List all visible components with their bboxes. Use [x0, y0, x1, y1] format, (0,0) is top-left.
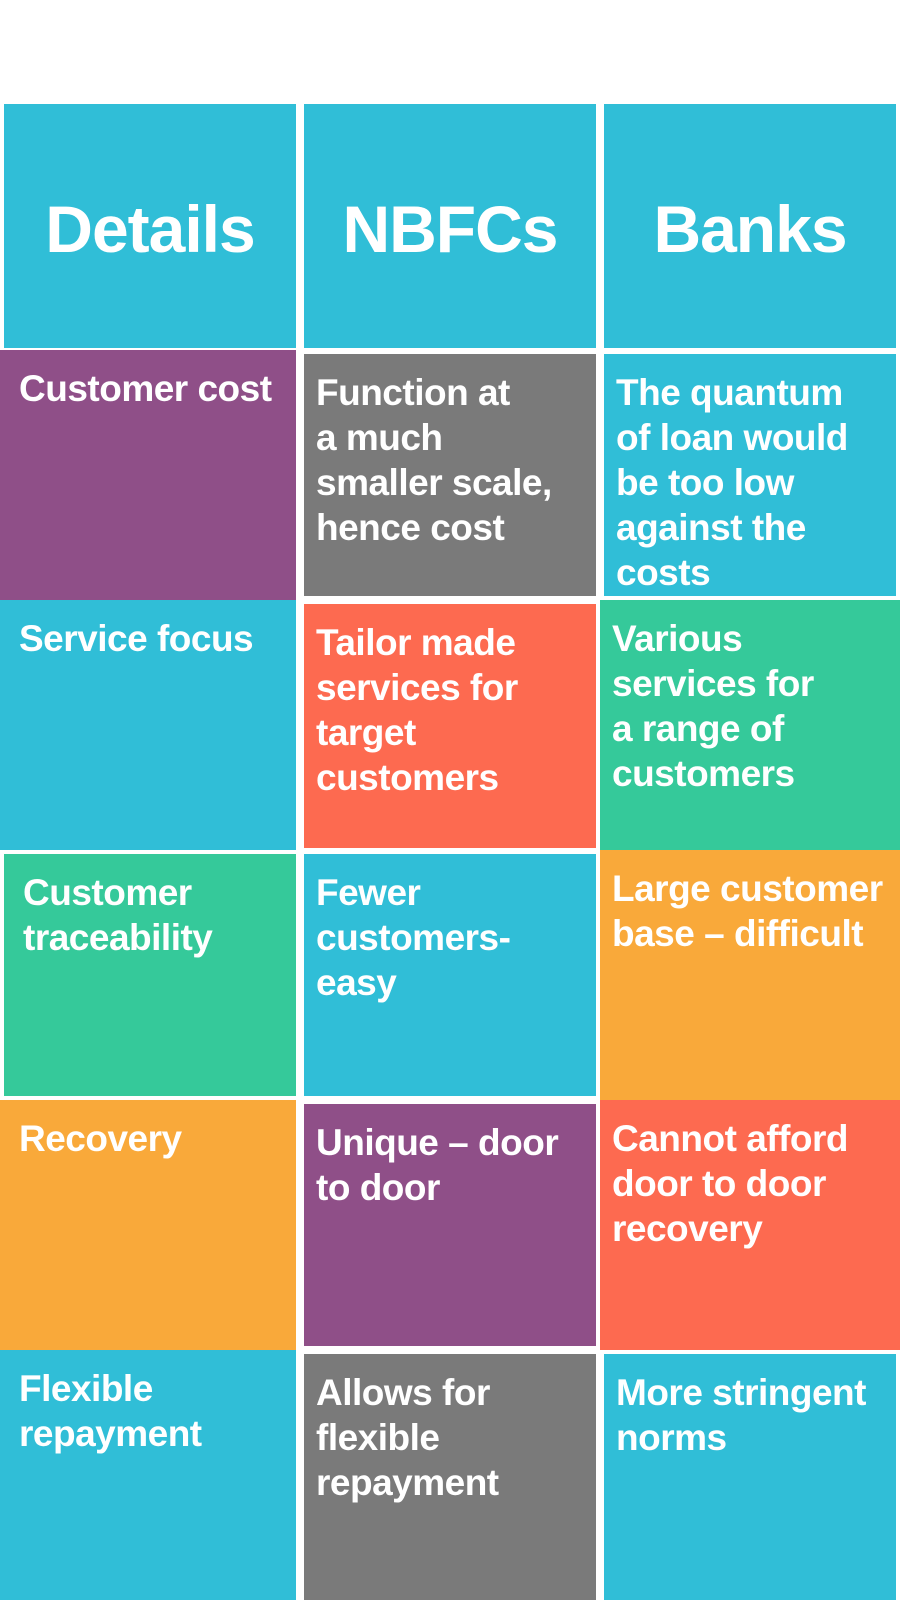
row-flexible-repayment-nbfc: Allows for flexible repayment: [304, 1354, 596, 1600]
row-customer-cost-bank: The quantum of loan would be too low aga…: [604, 354, 896, 596]
row-recovery-detail: Recovery: [0, 1100, 296, 1350]
row-flexible-repayment-detail: Flexible repayment: [0, 1350, 296, 1600]
row-service-focus-detail: Service focus: [0, 600, 296, 850]
row-recovery-bank: Cannot afford door to door recovery: [600, 1100, 900, 1350]
row-traceability-nbfc: Fewer customers- easy: [304, 854, 596, 1096]
header-details: Details: [4, 104, 296, 348]
row-recovery-nbfc: Unique – door to door: [304, 1104, 596, 1346]
row-service-focus-bank: Various services for a range of customer…: [600, 600, 900, 850]
row-customer-cost-detail: Customer cost: [0, 350, 296, 600]
header-nbfcs: NBFCs: [304, 104, 596, 348]
row-customer-cost-nbfc: Function at a much smaller scale, hence …: [304, 354, 596, 596]
row-traceability-detail: Customer traceability: [4, 854, 296, 1096]
row-traceability-bank: Large customer base – difficult: [600, 850, 900, 1100]
row-flexible-repayment-bank: More stringent norms: [604, 1354, 896, 1600]
row-service-focus-nbfc: Tailor made services for target customer…: [304, 604, 596, 848]
header-banks: Banks: [604, 104, 896, 348]
